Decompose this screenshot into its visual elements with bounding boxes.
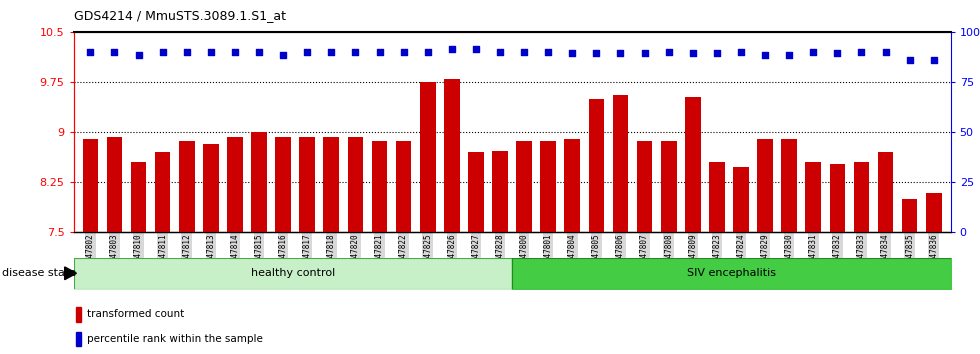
Point bbox=[348, 49, 364, 55]
Bar bbox=[806, 162, 821, 232]
Bar bbox=[444, 79, 460, 232]
Bar bbox=[396, 141, 412, 232]
Bar bbox=[76, 307, 81, 322]
Bar bbox=[468, 152, 484, 232]
Point bbox=[396, 49, 412, 55]
Bar bbox=[758, 138, 773, 232]
Point bbox=[155, 49, 171, 55]
Point bbox=[926, 57, 942, 63]
Bar bbox=[227, 137, 243, 232]
Bar bbox=[82, 138, 98, 232]
Point bbox=[564, 50, 580, 56]
Bar bbox=[492, 150, 508, 232]
Point bbox=[806, 49, 821, 55]
Point bbox=[540, 49, 556, 55]
Bar bbox=[733, 166, 749, 232]
Bar bbox=[203, 144, 219, 232]
Point bbox=[444, 46, 460, 51]
Bar bbox=[76, 332, 81, 347]
Text: GDS4214 / MmuSTS.3089.1.S1_at: GDS4214 / MmuSTS.3089.1.S1_at bbox=[74, 9, 285, 22]
Point bbox=[878, 49, 894, 55]
Bar bbox=[781, 138, 797, 232]
Point bbox=[300, 49, 316, 55]
Point bbox=[468, 46, 484, 51]
Polygon shape bbox=[65, 267, 76, 280]
Point bbox=[637, 50, 653, 56]
Point bbox=[781, 52, 797, 58]
Bar bbox=[589, 98, 605, 232]
Bar bbox=[685, 97, 701, 232]
Bar bbox=[612, 95, 628, 232]
Bar bbox=[179, 141, 195, 232]
Point bbox=[203, 49, 219, 55]
Bar bbox=[300, 137, 315, 232]
Bar bbox=[516, 141, 532, 232]
Bar bbox=[348, 137, 364, 232]
Point bbox=[179, 49, 195, 55]
Point bbox=[130, 52, 146, 58]
Text: disease state: disease state bbox=[2, 268, 76, 278]
Text: percentile rank within the sample: percentile rank within the sample bbox=[87, 334, 263, 344]
Point bbox=[829, 50, 845, 56]
Bar bbox=[926, 193, 942, 232]
Point bbox=[612, 50, 628, 56]
Point bbox=[516, 49, 532, 55]
Point bbox=[275, 52, 291, 58]
Point bbox=[661, 49, 676, 55]
Bar bbox=[564, 138, 580, 232]
Bar bbox=[107, 137, 122, 232]
Text: SIV encephalitis: SIV encephalitis bbox=[687, 268, 776, 279]
Bar bbox=[251, 132, 267, 232]
Point bbox=[419, 49, 435, 55]
Point bbox=[227, 49, 243, 55]
Point bbox=[82, 49, 98, 55]
Point bbox=[709, 50, 724, 56]
Bar bbox=[661, 141, 676, 232]
Point bbox=[251, 49, 267, 55]
Point bbox=[589, 50, 605, 56]
Bar bbox=[710, 162, 724, 232]
Bar bbox=[371, 141, 387, 232]
Bar bbox=[637, 141, 653, 232]
Bar bbox=[155, 152, 171, 232]
Text: healthy control: healthy control bbox=[251, 268, 335, 279]
Bar bbox=[854, 162, 869, 232]
Bar bbox=[829, 164, 845, 232]
Point bbox=[323, 49, 339, 55]
Point bbox=[758, 52, 773, 58]
Bar bbox=[902, 199, 917, 232]
Point bbox=[685, 50, 701, 56]
Bar bbox=[130, 162, 146, 232]
Bar bbox=[323, 137, 339, 232]
Point bbox=[107, 49, 122, 55]
Point bbox=[492, 49, 508, 55]
Point bbox=[902, 57, 917, 63]
Point bbox=[371, 49, 387, 55]
Point bbox=[733, 49, 749, 55]
Point bbox=[854, 49, 869, 55]
Text: transformed count: transformed count bbox=[87, 309, 184, 319]
Bar bbox=[540, 141, 556, 232]
Bar bbox=[878, 152, 894, 232]
Bar bbox=[419, 82, 435, 232]
Bar bbox=[275, 137, 291, 232]
